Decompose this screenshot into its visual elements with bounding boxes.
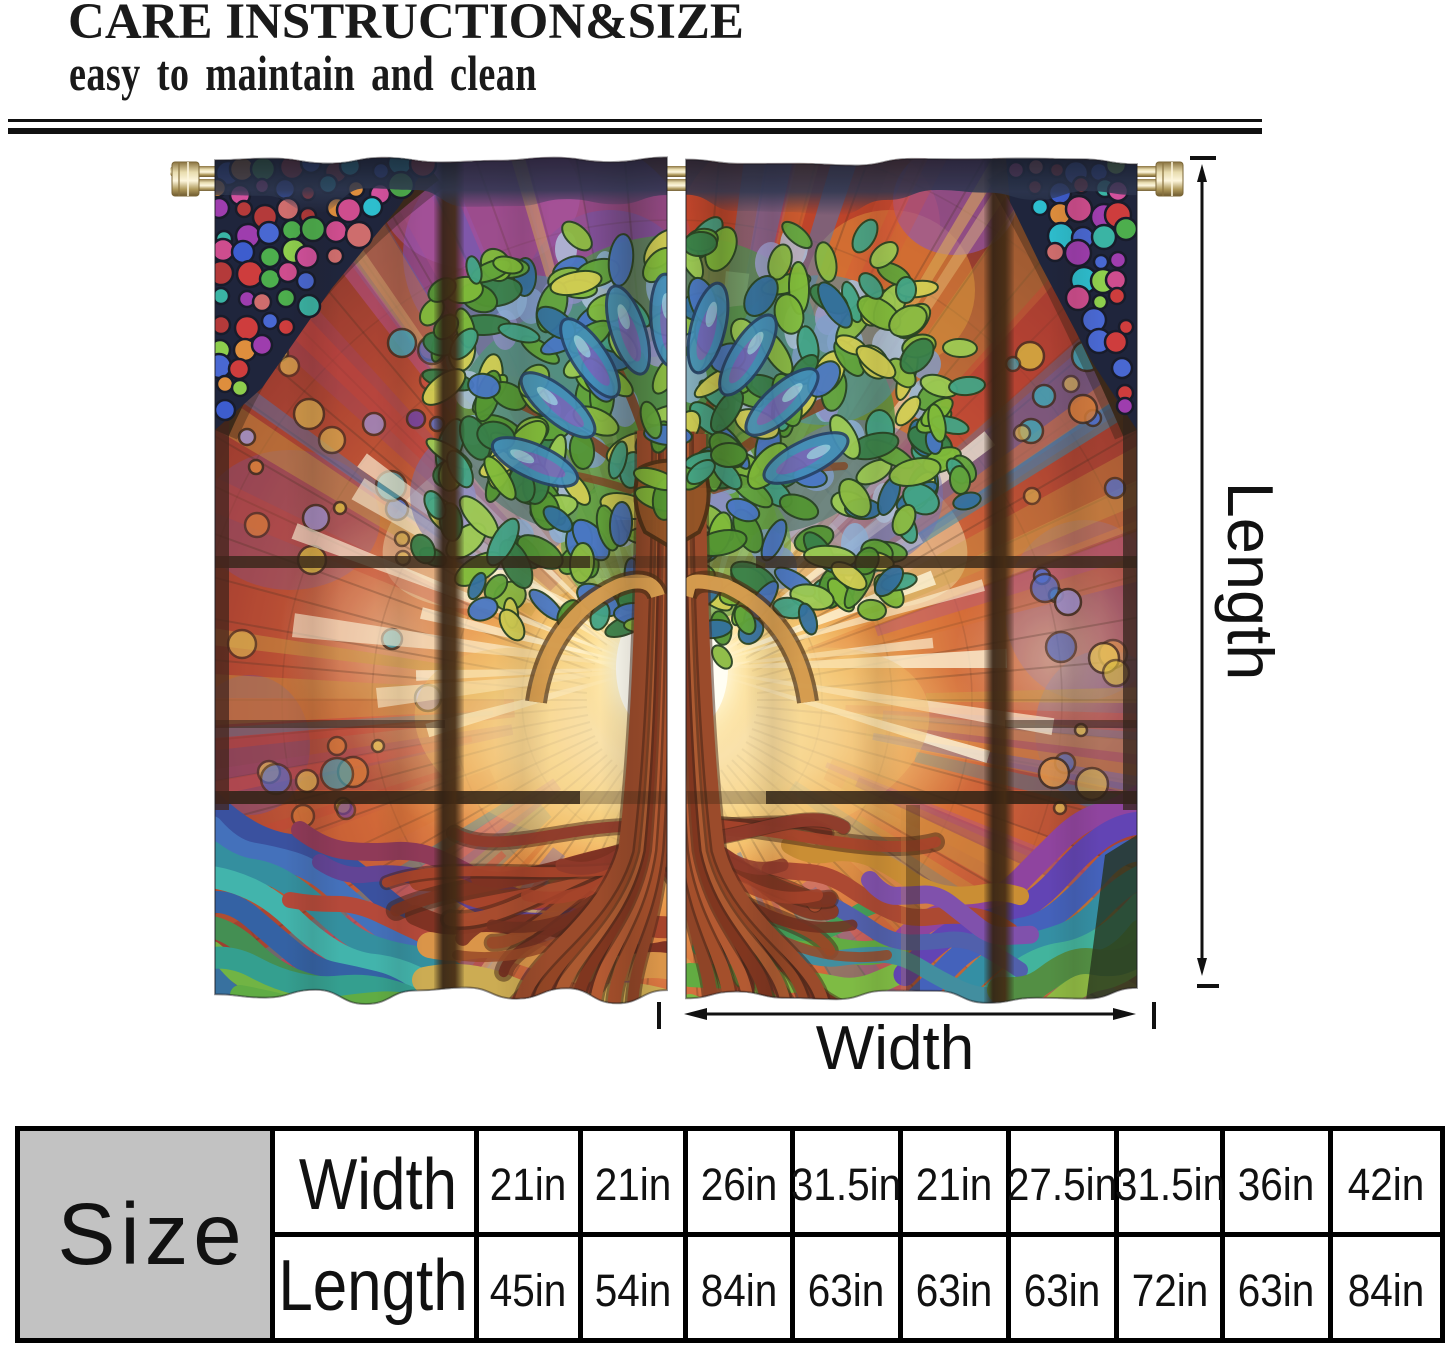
svg-text:Width: Width xyxy=(816,1014,974,1083)
svg-text:Length: Length xyxy=(1214,482,1287,681)
svg-text:63in: 63in xyxy=(1238,1266,1315,1316)
svg-text:84in: 84in xyxy=(701,1266,778,1316)
svg-text:31.5in: 31.5in xyxy=(791,1160,901,1210)
svg-text:Width: Width xyxy=(299,1145,457,1225)
svg-text:Size: Size xyxy=(57,1186,246,1283)
svg-text:27.5in: 27.5in xyxy=(1007,1160,1117,1210)
svg-text:63in: 63in xyxy=(1024,1266,1101,1316)
svg-text:72in: 72in xyxy=(1132,1266,1209,1316)
svg-text:21in: 21in xyxy=(490,1160,567,1210)
svg-text:63in: 63in xyxy=(808,1266,885,1316)
svg-text:Length: Length xyxy=(278,1246,467,1326)
svg-text:21in: 21in xyxy=(916,1160,993,1210)
svg-text:63in: 63in xyxy=(916,1266,993,1316)
svg-text:31.5in: 31.5in xyxy=(1115,1160,1225,1210)
svg-text:36in: 36in xyxy=(1238,1160,1315,1210)
svg-text:42in: 42in xyxy=(1348,1160,1425,1210)
svg-text:21in: 21in xyxy=(595,1160,672,1210)
svg-text:54in: 54in xyxy=(595,1266,672,1316)
svg-text:84in: 84in xyxy=(1348,1266,1425,1316)
svg-text:45in: 45in xyxy=(490,1266,567,1316)
svg-text:26in: 26in xyxy=(701,1160,778,1210)
